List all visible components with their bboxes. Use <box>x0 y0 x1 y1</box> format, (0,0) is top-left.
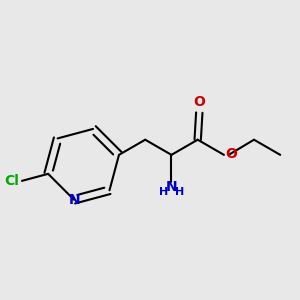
Text: O: O <box>193 95 205 109</box>
Text: H: H <box>175 187 184 197</box>
Text: N: N <box>68 193 80 207</box>
Text: Cl: Cl <box>4 174 20 188</box>
Text: N: N <box>166 180 177 194</box>
Text: O: O <box>226 147 237 161</box>
Text: H: H <box>159 187 168 197</box>
